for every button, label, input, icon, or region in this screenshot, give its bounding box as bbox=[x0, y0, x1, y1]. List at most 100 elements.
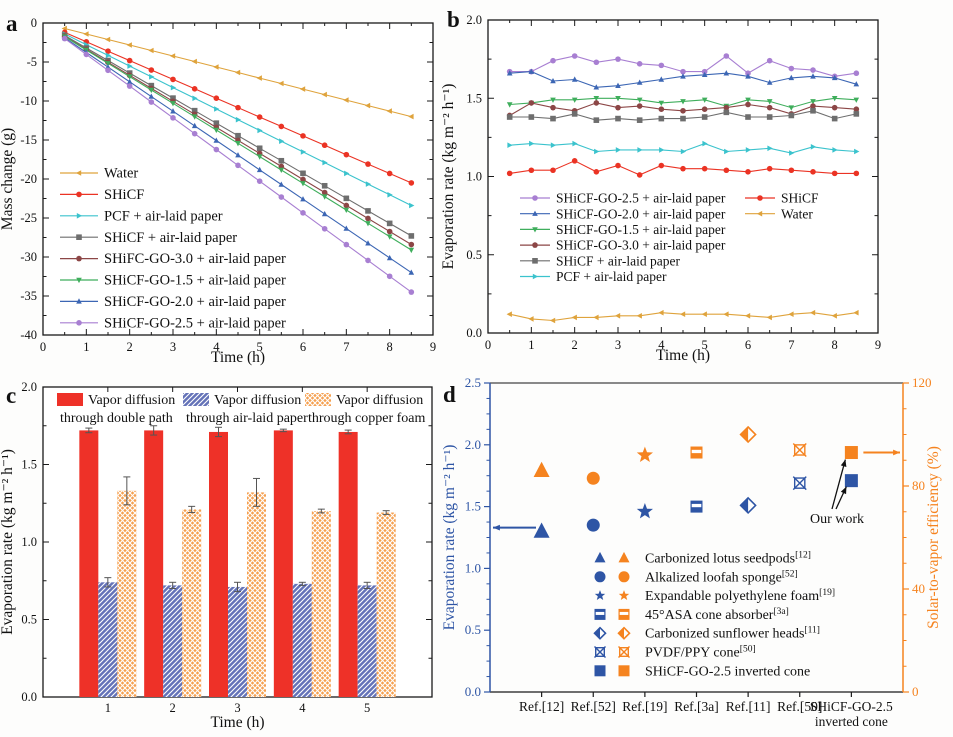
panel-letter-b: b bbox=[447, 7, 460, 32]
svg-text:SHiCF-GO-2.5 + air-laid paper: SHiCF-GO-2.5 + air-laid paper bbox=[556, 191, 726, 206]
svg-text:80: 80 bbox=[912, 478, 925, 493]
svg-text:-40: -40 bbox=[20, 328, 37, 342]
svg-text:Evaporation rate (kg m⁻² h⁻¹): Evaporation rate (kg m⁻² h⁻¹) bbox=[0, 449, 16, 635]
svg-text:8: 8 bbox=[387, 340, 393, 354]
panel-d: 0.0 0.5 1.0 1.5 2.0 2.5 0 40 80 120 Ref.[12] Ref.[5… bbox=[440, 378, 953, 737]
svg-text:PCF + air-laid paper: PCF + air-laid paper bbox=[556, 269, 667, 284]
svg-text:Evaporation rate (kg m⁻² h⁻¹): Evaporation rate (kg m⁻² h⁻¹) bbox=[441, 445, 458, 631]
svg-text:2.0: 2.0 bbox=[465, 437, 481, 452]
series-shicf-go-2.5-+-air-laid-paper bbox=[61, 35, 415, 295]
svg-text:0: 0 bbox=[912, 684, 919, 699]
svg-text:2: 2 bbox=[572, 338, 578, 352]
svg-text:6: 6 bbox=[300, 340, 306, 354]
svg-text:1: 1 bbox=[105, 701, 111, 715]
svg-text:Vapor diffusion: Vapor diffusion bbox=[336, 393, 423, 408]
svg-text:Carbonized sunflower heads[11]: Carbonized sunflower heads[11] bbox=[645, 626, 820, 642]
panel-letter-a: a bbox=[6, 11, 18, 36]
svg-text:Ref.[3a]: Ref.[3a] bbox=[674, 699, 719, 714]
panel-d-axes: 0.0 0.5 1.0 1.5 2.0 2.5 0 40 80 120 Ref.[12] Ref.[5… bbox=[441, 378, 942, 729]
series-shicf-go-1.5-+-air-laid-paper bbox=[61, 34, 415, 254]
panel-d-points bbox=[533, 425, 858, 538]
svg-text:-25: -25 bbox=[20, 211, 37, 225]
svg-text:1.5: 1.5 bbox=[465, 499, 481, 514]
svg-text:6: 6 bbox=[745, 338, 751, 352]
series-shicf bbox=[506, 158, 860, 178]
svg-text:1.0: 1.0 bbox=[465, 560, 481, 575]
svg-text:0: 0 bbox=[40, 340, 46, 354]
svg-text:0: 0 bbox=[31, 16, 37, 30]
svg-text:PVDF/PPY cone[50]: PVDF/PPY cone[50] bbox=[645, 645, 756, 661]
svg-text:inverted cone: inverted cone bbox=[815, 714, 888, 729]
svg-text:5: 5 bbox=[364, 701, 370, 715]
svg-text:5: 5 bbox=[702, 338, 708, 352]
svg-text:Our work: Our work bbox=[810, 512, 864, 527]
svg-text:1.5: 1.5 bbox=[466, 91, 482, 105]
panel-letter-d: d bbox=[443, 382, 456, 407]
svg-text:0.5: 0.5 bbox=[21, 613, 37, 627]
svg-text:0.5: 0.5 bbox=[466, 248, 482, 262]
svg-text:2.0: 2.0 bbox=[466, 13, 482, 27]
svg-text:SHiCF-GO-2.5 + air-laid paper: SHiCF-GO-2.5 + air-laid paper bbox=[104, 315, 286, 331]
svg-text:2: 2 bbox=[127, 340, 133, 354]
svg-text:0.0: 0.0 bbox=[466, 326, 482, 340]
svg-text:0.5: 0.5 bbox=[465, 622, 481, 637]
series-shicf-go-2.5-+-air-laid-paper bbox=[506, 53, 860, 80]
series-water bbox=[506, 309, 859, 324]
panel-a-legend: Water SHiCF PCF + air-laid paper SHiCF + ai… bbox=[60, 166, 286, 331]
svg-text:SHiCF-GO-3.0 + air-laid paper: SHiCF-GO-3.0 + air-laid paper bbox=[556, 238, 726, 253]
svg-text:SHiCF-GO-1.5 + air-laid paper: SHiCF-GO-1.5 + air-laid paper bbox=[104, 273, 286, 289]
svg-text:SHiCF + air-laid paper: SHiCF + air-laid paper bbox=[104, 230, 237, 246]
svg-text:1: 1 bbox=[83, 340, 89, 354]
svg-text:7: 7 bbox=[343, 340, 349, 354]
svg-text:SHiCF + air-laid paper: SHiCF + air-laid paper bbox=[556, 253, 680, 268]
svg-text:-5: -5 bbox=[27, 55, 37, 69]
svg-text:-15: -15 bbox=[20, 133, 37, 147]
svg-text:4: 4 bbox=[213, 340, 220, 354]
svg-text:7: 7 bbox=[788, 338, 794, 352]
svg-text:Time (h): Time (h) bbox=[210, 714, 264, 731]
svg-text:SHiCF: SHiCF bbox=[781, 191, 819, 206]
svg-text:3: 3 bbox=[615, 338, 621, 352]
series-water bbox=[61, 25, 414, 120]
svg-text:-30: -30 bbox=[20, 250, 37, 264]
svg-text:3: 3 bbox=[170, 340, 176, 354]
panel-c-chart: 0.0 0.5 1.0 1.5 2.0 1 2 3 4 5 Time (h) Evaporation … bbox=[0, 380, 433, 731]
svg-text:Water: Water bbox=[104, 166, 138, 182]
svg-text:PCF + air-laid paper: PCF + air-laid paper bbox=[104, 208, 223, 224]
series-shicf-go-3.0-+-air-laid-paper bbox=[506, 100, 860, 119]
svg-text:1.0: 1.0 bbox=[21, 535, 37, 549]
svg-text:-35: -35 bbox=[20, 289, 37, 303]
panel-b: 0 1 2 3 4 5 6 7 8 9 0.0 0.5 1.0 1.5 2.0 Time (h) Evapora… bbox=[440, 0, 953, 378]
panel-c: 0.0 0.5 1.0 1.5 2.0 1 2 3 4 5 Time (h) Evaporation … bbox=[0, 378, 460, 737]
svg-text:through double path: through double path bbox=[60, 411, 173, 426]
svg-text:5: 5 bbox=[257, 340, 263, 354]
svg-text:0.0: 0.0 bbox=[465, 684, 481, 699]
svg-text:4: 4 bbox=[299, 701, 306, 715]
svg-text:SHiCF-GO-1.5 + air-laid paper: SHiCF-GO-1.5 + air-laid paper bbox=[556, 222, 726, 237]
svg-text:2.0: 2.0 bbox=[21, 380, 37, 394]
panel-b-legend: SHiCF-GO-2.5 + air-laid paperSHiCF-GO-2.… bbox=[520, 191, 819, 284]
svg-text:Water: Water bbox=[781, 206, 813, 221]
svg-text:Evaporation rate (kg m⁻² h⁻¹): Evaporation rate (kg m⁻² h⁻¹) bbox=[440, 84, 457, 270]
svg-text:1.5: 1.5 bbox=[21, 458, 37, 472]
svg-text:SHiCF-GO-2.5: SHiCF-GO-2.5 bbox=[810, 699, 893, 714]
svg-text:Mass change (g): Mass change (g) bbox=[0, 128, 16, 230]
panel-a-axes: 0 1 2 3 4 5 6 7 8 9 0 -5 -10 -15 -20 -25 -30 -35 -40 Time (… bbox=[0, 16, 436, 366]
svg-text:Time (h): Time (h) bbox=[656, 347, 710, 364]
panel-letter-c: c bbox=[6, 383, 17, 408]
svg-text:3: 3 bbox=[234, 701, 240, 715]
svg-text:through copper foam: through copper foam bbox=[308, 411, 426, 426]
panel-b-chart: 0 1 2 3 4 5 6 7 8 9 0.0 0.5 1.0 1.5 2.0 Time (h) Evapora… bbox=[440, 13, 881, 364]
series-shicf-+-air-laid-paper bbox=[506, 107, 860, 123]
svg-text:2.5: 2.5 bbox=[465, 378, 481, 390]
svg-text:Vapor diffusion: Vapor diffusion bbox=[88, 393, 175, 408]
svg-text:1.0: 1.0 bbox=[466, 170, 482, 184]
svg-text:Ref.[52]: Ref.[52] bbox=[571, 699, 616, 714]
svg-text:1: 1 bbox=[528, 338, 534, 352]
panel-c-legend: Vapor diffusion through double path Vapor … bbox=[57, 393, 426, 426]
svg-text:Ref.[12]: Ref.[12] bbox=[519, 699, 564, 714]
svg-text:Time (h): Time (h) bbox=[211, 349, 265, 366]
bar-series-1 bbox=[79, 425, 358, 697]
svg-text:SHiCF-GO-2.0 + air-laid paper: SHiCF-GO-2.0 + air-laid paper bbox=[104, 294, 286, 310]
svg-text:Expandable polyethylene foam[1: Expandable polyethylene foam[19] bbox=[645, 588, 835, 604]
